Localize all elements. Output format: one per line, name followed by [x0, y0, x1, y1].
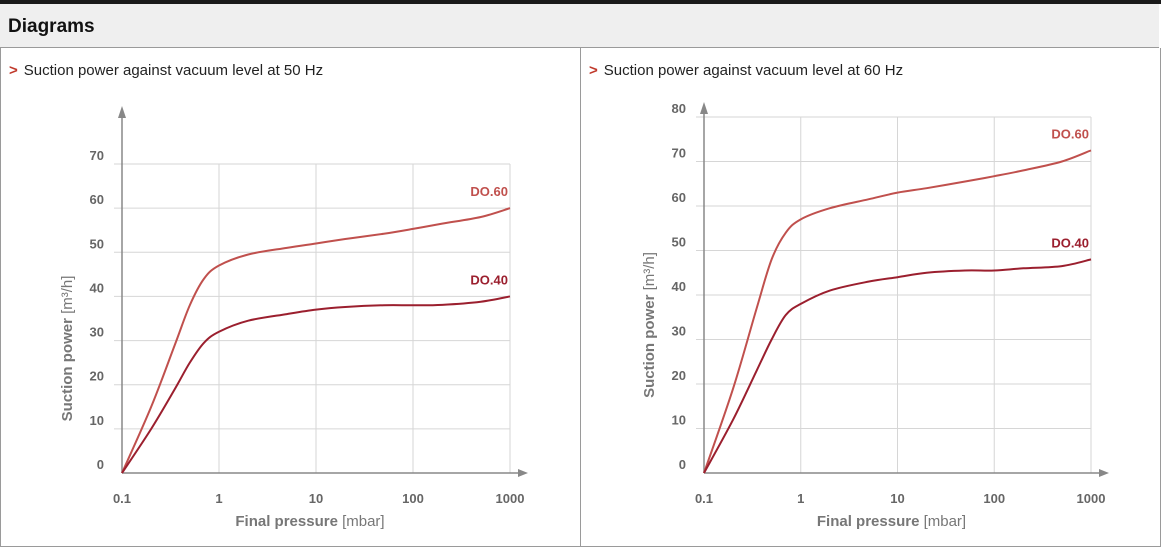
x-tick-label: 10	[309, 491, 323, 506]
x-axis-title-main: Final pressure	[235, 513, 338, 530]
bottom-rule	[0, 546, 1161, 547]
x-axis-title-unit: [mbar]	[338, 513, 385, 530]
y-tick-label: 0	[97, 457, 104, 472]
axes	[118, 106, 528, 477]
x-tick-label: 0.1	[113, 491, 131, 506]
x-tick-label: 1	[215, 491, 222, 506]
x-axis-title-main: Final pressure	[817, 513, 920, 530]
section-header: Diagrams	[0, 4, 1159, 48]
grid	[114, 163, 511, 473]
chart-60hz: 0 10 20 30 40 50 60 70 80 0.1 1 10 100 1000 Final pres…	[641, 101, 1109, 530]
series-label: DO.40	[470, 272, 508, 287]
y-tick-label: 50	[90, 236, 104, 251]
x-tick-label: 10	[890, 491, 904, 506]
y-tick-label: 40	[90, 280, 104, 295]
x-tick-label: 0.1	[695, 491, 713, 506]
series-line-do60	[121, 207, 511, 474]
series-label: DO.60	[1051, 126, 1089, 141]
grid	[696, 116, 1092, 473]
y-axis-arrow	[700, 102, 708, 114]
y-tick-label: 50	[672, 235, 686, 250]
x-axis-arrow	[1099, 469, 1109, 477]
chart-panel-60hz: > Suction power against vacuum level at 6…	[580, 48, 1161, 546]
panel-heading-text: Suction power against vacuum level at 60…	[603, 62, 904, 79]
page-title: Diagrams	[8, 16, 95, 37]
chevron-right-icon: >	[9, 62, 18, 79]
x-tick-label: 1000	[496, 491, 525, 506]
x-axis-title-unit: [mbar]	[919, 513, 966, 530]
y-axis-title: Suction power [m³/h]	[641, 252, 658, 398]
series-label: DO.60	[470, 184, 508, 199]
y-tick-label: 20	[90, 369, 104, 384]
y-tick-label: 60	[90, 192, 104, 207]
panel-heading-text: Suction power against vacuum level at 50…	[23, 62, 324, 79]
chevron-right-icon: >	[589, 62, 598, 79]
y-tick-label: 30	[672, 324, 686, 339]
y-axis-title-unit: [m³/h]	[59, 276, 76, 319]
panel-heading: > Suction power against vacuum level at 6…	[589, 62, 903, 79]
panel-heading: > Suction power against vacuum level at 5…	[9, 62, 323, 79]
x-tick-label: 1000	[1077, 491, 1106, 506]
top-rule	[0, 0, 1161, 4]
y-tick-label: 10	[672, 413, 686, 428]
series-line-do40	[703, 258, 1092, 474]
y-axis-title-main: Suction power	[59, 318, 76, 422]
y-tick-label: 20	[672, 368, 686, 383]
y-tick-label: 70	[90, 148, 104, 163]
x-tick-label: 100	[983, 491, 1005, 506]
y-tick-label: 10	[90, 413, 104, 428]
axes	[700, 102, 1109, 477]
y-tick-label: 60	[672, 190, 686, 205]
series-label: DO.40	[1051, 235, 1089, 250]
x-axis-title: Final pressure [mbar]	[235, 513, 384, 530]
y-axis-title: Suction power [m³/h]	[59, 276, 76, 422]
x-tick-label: 100	[402, 491, 424, 506]
x-axis-arrow	[518, 469, 528, 477]
chart-panel-50hz: > Suction power against vacuum level at 5…	[0, 48, 581, 546]
y-tick-label: 0	[679, 457, 686, 472]
y-axis-title-main: Suction power	[641, 294, 658, 398]
series-line-do40	[121, 295, 511, 474]
y-axis-arrow	[118, 106, 126, 118]
y-tick-label: 80	[672, 101, 686, 116]
chart-50hz: 0 10 20 30 40 50 60 70 0.1 1 10 100 1000 Final pressu…	[59, 106, 528, 530]
y-tick-label: 40	[672, 279, 686, 294]
y-tick-label: 70	[672, 146, 686, 161]
y-tick-label: 30	[90, 325, 104, 340]
y-axis-title-unit: [m³/h]	[641, 252, 658, 295]
series-line-do60	[703, 149, 1092, 474]
x-tick-label: 1	[797, 491, 804, 506]
x-axis-title: Final pressure [mbar]	[817, 513, 966, 530]
